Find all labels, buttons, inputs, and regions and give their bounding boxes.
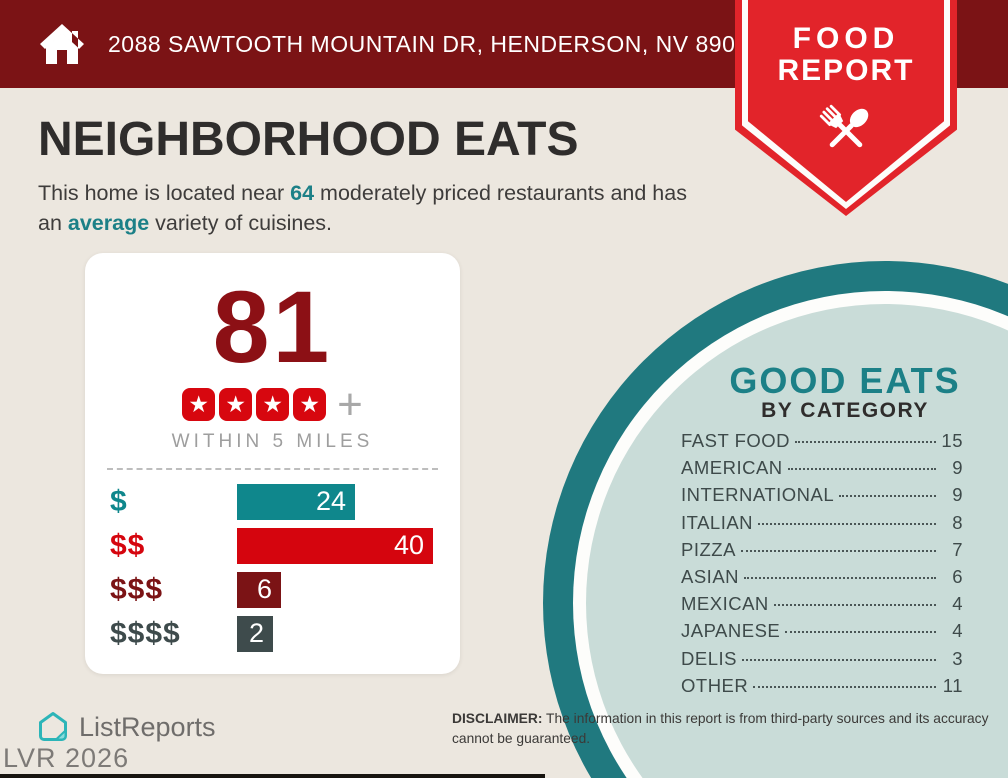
category-label: JAPANESE: [681, 620, 781, 642]
dotted-leader: [758, 522, 936, 525]
category-value: 11: [942, 674, 963, 696]
dotted-leader: [795, 441, 936, 443]
bar-value: 2: [248, 618, 264, 649]
dotted-leader: [740, 549, 936, 552]
page-title: NEIGHBORHOOD EATS: [38, 113, 579, 166]
variety-highlight: average: [67, 210, 150, 235]
price-tier-label: $: [110, 484, 128, 518]
good-eats-title: GOOD EATS: [729, 360, 961, 401]
listreports-logo: ListReports: [36, 710, 216, 744]
bar-value: 6: [256, 574, 272, 605]
category-row: INTERNATIONAL 9: [681, 484, 963, 511]
dotted-leader: [839, 495, 936, 498]
plus-icon: +: [337, 379, 363, 429]
property-address: 2088 SAWTOOTH MOUNTAIN DR, HENDERSON, NV…: [108, 30, 762, 57]
category-row: JAPANESE 4: [681, 620, 963, 647]
category-row: DELIS 3: [681, 648, 963, 675]
category-row: FAST FOOD 15: [681, 430, 963, 457]
category-label: PIZZA: [681, 538, 736, 560]
bar: 24: [237, 483, 355, 520]
dashed-divider: [107, 467, 438, 470]
ribbon-title-line1: FOOD: [792, 22, 900, 55]
price-tier-bar-chart: $24 $$ 40 $$$ 6 $$$$ 2: [110, 483, 460, 652]
category-value: 6: [952, 565, 963, 587]
photo-bottom-edge: [0, 774, 545, 778]
disclaimer-label: DISCLAIMER:: [452, 711, 543, 726]
category-label: AMERICAN: [681, 457, 783, 479]
bar: 40: [237, 527, 433, 564]
category-row: OTHER 11: [681, 675, 963, 702]
category-value: 8: [952, 511, 963, 533]
lvr-watermark: LVR 2026: [3, 743, 130, 773]
category-value: 15: [941, 430, 963, 451]
dotted-leader: [753, 685, 936, 688]
listreports-house-icon: [39, 712, 67, 741]
ribbon-title-line2: REPORT: [777, 54, 915, 87]
restaurant-count: 64: [290, 181, 315, 205]
category-value: 4: [952, 593, 963, 615]
category-label: INTERNATIONAL: [681, 484, 835, 506]
star-rating: ★ ★ ★ ★ +: [85, 379, 460, 429]
price-tier-label: $$$: [110, 572, 164, 606]
category-row: ASIAN 6: [681, 566, 963, 593]
restaurant-score-card: 81 ★ ★ ★ ★ + WITHIN 5 MILES $24 $$ 40 $$$ 6 $$$$ 2: [85, 253, 460, 674]
category-row: PIZZA 7: [681, 539, 963, 566]
bar-value: 40: [393, 530, 424, 561]
intro-subtitle: This home is located near 64 moderately …: [38, 179, 698, 238]
category-value: 7: [952, 538, 963, 560]
dotted-leader: [741, 658, 936, 661]
price-tier-label: $$: [110, 528, 146, 562]
subtitle-text-3: variety of cuisines.: [149, 210, 333, 235]
category-value: 9: [952, 484, 963, 506]
dotted-leader: [744, 576, 936, 579]
star-icon: ★: [219, 388, 253, 422]
price-tier-label: $$$$: [110, 616, 181, 650]
bar: 6: [237, 571, 281, 608]
category-label: ASIAN: [681, 565, 740, 587]
dotted-leader: [785, 631, 936, 634]
category-label: DELIS: [681, 647, 737, 669]
category-row: MEXICAN 4: [681, 593, 963, 620]
bar-value: 24: [315, 486, 346, 517]
category-label: OTHER: [681, 674, 749, 696]
bar-row: $$$$ 2: [110, 615, 460, 652]
category-value: 4: [952, 620, 963, 642]
category-row: ITALIAN 8: [681, 512, 963, 539]
brand-name: ListReports: [79, 711, 216, 742]
bar: 2: [237, 615, 273, 652]
star-icon: ★: [182, 388, 216, 422]
category-value: 3: [952, 647, 963, 669]
bar-row: $$ 40: [110, 527, 460, 564]
category-label: FAST FOOD: [681, 430, 791, 451]
restaurant-score: 81: [212, 270, 333, 384]
radius-label: WITHIN 5 MILES: [171, 430, 374, 452]
crossed-spoon-and-fork-icon: [819, 104, 869, 148]
category-label: MEXICAN: [681, 593, 769, 615]
subtitle-text-2: moderately priced restaurants and has an: [38, 181, 687, 235]
disclaimer-text: The information in this report is from t…: [452, 711, 989, 746]
category-value: 9: [952, 457, 963, 479]
dotted-leader: [773, 604, 936, 607]
subtitle-text-1: This home is located near: [38, 181, 291, 205]
star-icon: ★: [256, 388, 290, 422]
category-list: FAST FOOD 15 AMERICAN 9 INTERNATIONAL 9 ITALIA…: [681, 430, 963, 702]
category-row: AMERICAN 9: [681, 457, 963, 484]
category-label: ITALIAN: [681, 511, 754, 533]
food-report-ribbon: FOOD REPORT: [735, 0, 957, 216]
house-icon: [40, 24, 84, 64]
dotted-leader: [787, 468, 936, 471]
intro-section: NEIGHBORHOOD EATS This home is located n…: [38, 112, 698, 238]
good-eats-subtitle: BY CATEGORY: [761, 399, 929, 422]
bar-row: $$$ 6: [110, 571, 460, 608]
bar-row: $24: [110, 483, 460, 520]
star-icon: ★: [293, 388, 327, 422]
disclaimer: DISCLAIMER: The information in this repo…: [452, 709, 1000, 749]
